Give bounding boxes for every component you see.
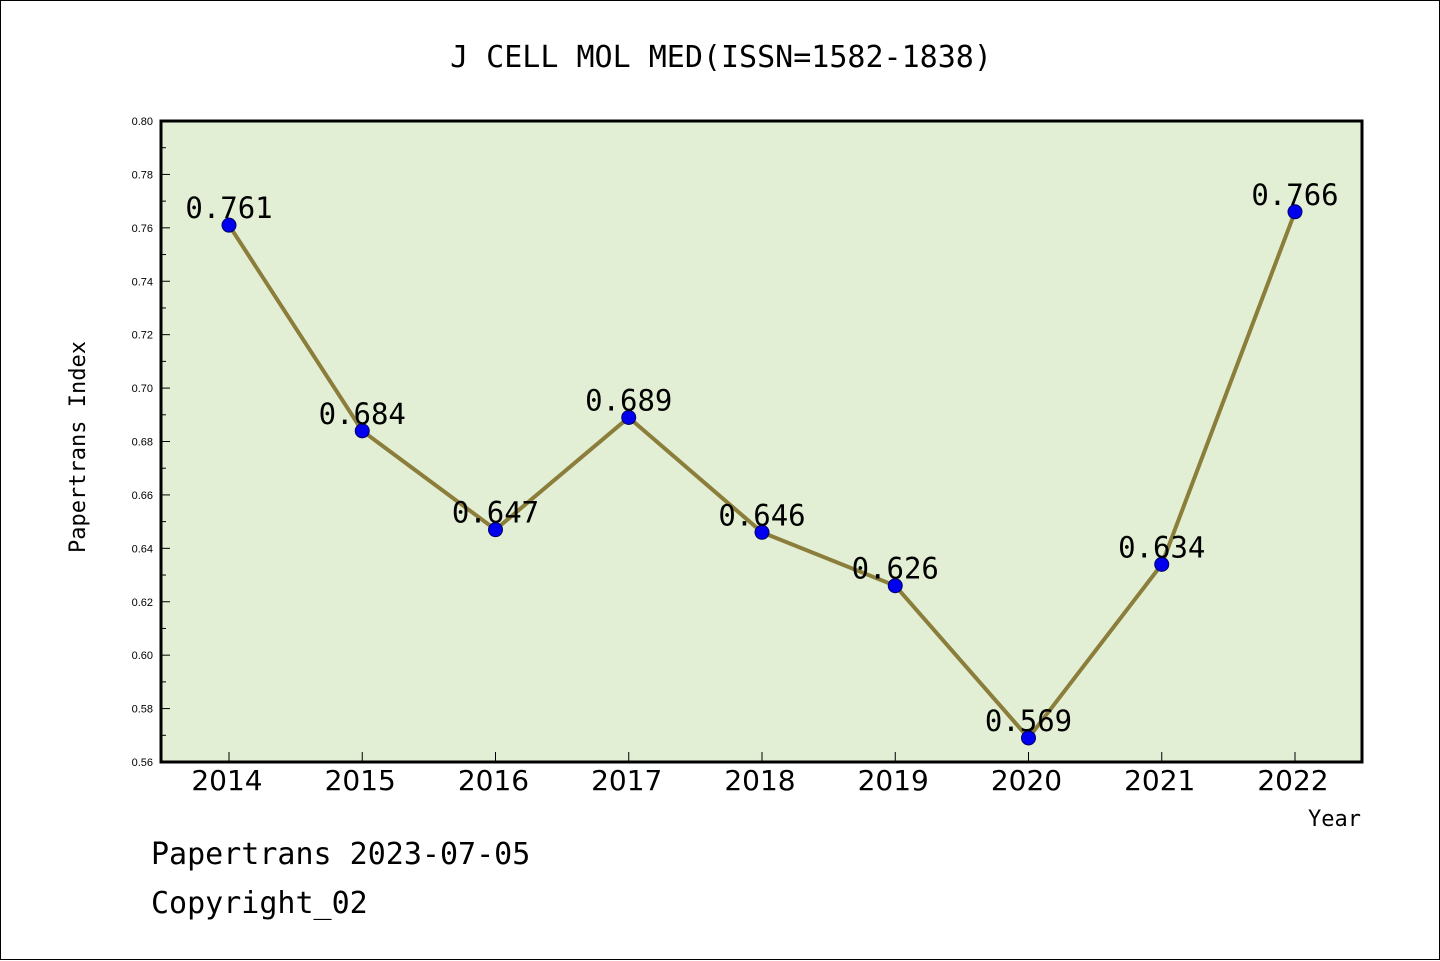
x-tick-label: 2020 — [991, 764, 1062, 797]
y-tick-label: 0.66 — [132, 490, 153, 502]
y-tick-label: 0.70 — [132, 383, 153, 395]
x-tick-label: 2017 — [591, 764, 662, 797]
plot-area — [161, 121, 1362, 762]
y-tick-label: 0.64 — [132, 543, 153, 555]
data-point — [1021, 730, 1036, 746]
data-point — [754, 524, 770, 540]
y-tick-label: 0.56 — [132, 757, 153, 769]
y-axis-label: Papertrans Index — [66, 341, 91, 553]
y-tick-label: 0.62 — [132, 597, 153, 609]
data-label: 0.569 — [985, 704, 1072, 738]
x-tick-label: 2019 — [858, 764, 929, 797]
y-tick-label: 0.58 — [132, 704, 153, 716]
data-label: 0.647 — [452, 496, 539, 530]
data-point — [1154, 556, 1170, 572]
data-label: 0.684 — [319, 397, 406, 431]
data-label: 0.646 — [718, 498, 805, 532]
x-axis-tick-labels: 2014 2015 2016 2017 2018 2019 2020 2021 2022 — [191, 764, 1328, 797]
y-tick-label: 0.76 — [132, 223, 153, 235]
data-point — [221, 217, 237, 233]
y-tick-label: 0.60 — [132, 650, 153, 662]
y-axis-tick-labels: 0.56 0.58 0.60 0.62 0.64 0.66 0.68 0.70 0.72 0.74… — [132, 116, 153, 769]
y-tick-label: 0.72 — [132, 330, 153, 342]
x-tick-label: 2016 — [458, 764, 529, 797]
data-label: 0.634 — [1118, 530, 1205, 564]
plot-border — [159, 119, 1364, 764]
data-label: 0.626 — [852, 552, 939, 586]
y-tick-label: 0.78 — [132, 169, 153, 181]
data-label: 0.766 — [1251, 178, 1338, 212]
y-tick-label: 0.68 — [132, 437, 153, 449]
data-label: 0.761 — [185, 191, 272, 225]
data-point — [621, 409, 637, 425]
data-point — [887, 578, 903, 594]
x-axis-label: Year — [1308, 807, 1361, 832]
data-point — [488, 522, 503, 538]
y-tick-label: 0.80 — [132, 116, 153, 128]
footer-copyright: Copyright_02 — [151, 886, 368, 921]
x-tick-label: 2014 — [191, 764, 262, 797]
data-point — [354, 423, 370, 439]
data-label: 0.689 — [585, 383, 672, 417]
y-tick-label: 0.74 — [132, 276, 153, 288]
x-tick-label: 2015 — [325, 764, 396, 797]
x-tick-label: 2022 — [1257, 764, 1328, 797]
data-labels: 0.761 0.684 0.647 0.689 0.646 0.626 0.569 0.634… — [185, 178, 1338, 738]
data-markers — [221, 204, 1303, 746]
data-point — [1287, 204, 1303, 220]
chart-title: J CELL MOL MED(ISSN=1582-1838) — [450, 40, 992, 75]
footer-date: Papertrans 2023-07-05 — [151, 837, 531, 872]
x-tick-label: 2021 — [1124, 764, 1195, 797]
x-tick-label: 2018 — [724, 764, 795, 797]
